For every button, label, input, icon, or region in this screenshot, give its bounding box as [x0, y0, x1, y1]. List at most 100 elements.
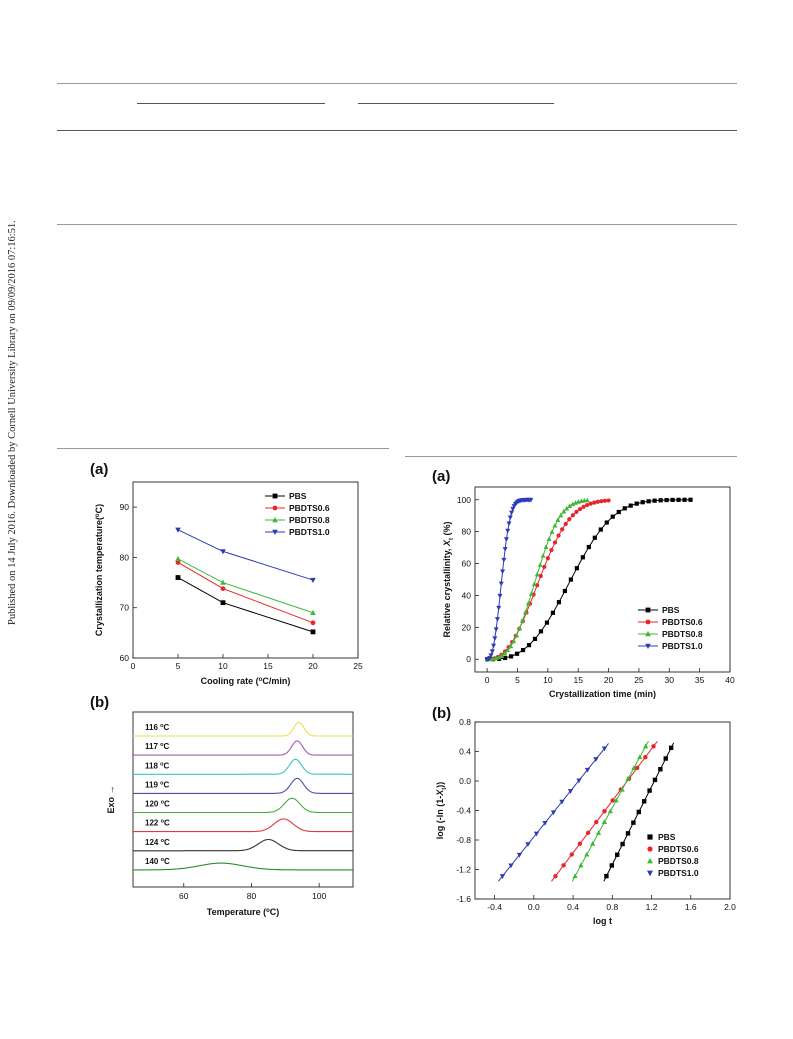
data-point: [505, 647, 511, 653]
data-point: [590, 840, 596, 846]
data-point: [546, 536, 552, 542]
data-point: [652, 498, 657, 503]
data-point: [574, 566, 579, 571]
y-tick-label: 0.0: [459, 776, 471, 786]
data-point: [584, 767, 591, 773]
y-tick-label: 80: [462, 527, 472, 537]
data-point: [538, 629, 544, 634]
x-tick-label: 10: [218, 661, 228, 671]
x-tick-label: 60: [179, 891, 189, 901]
y-tick-label: -0.4: [456, 806, 471, 816]
data-point: [491, 643, 497, 649]
legend-label: PBDTS0.8: [658, 856, 699, 866]
data-point: [494, 617, 500, 622]
data-point: [607, 808, 613, 814]
plot-frame: [474, 486, 731, 673]
dsc-curve: [133, 721, 353, 737]
data-point: [499, 653, 505, 658]
legend-marker: [272, 517, 278, 523]
data-point: [646, 499, 651, 504]
data-point: [502, 655, 508, 661]
data-point: [562, 588, 568, 594]
legend-marker: [647, 870, 653, 877]
series-line: [487, 499, 609, 660]
data-point: [572, 873, 578, 879]
table-subheader-rule-1: [137, 103, 325, 104]
series-line: [177, 562, 314, 624]
data-point: [584, 497, 590, 503]
data-point: [619, 786, 625, 792]
x-tick-label: 30: [665, 675, 675, 685]
data-point: [538, 573, 543, 579]
data-point: [220, 579, 226, 585]
y-tick-label: 40: [462, 590, 472, 600]
legend-marker: [272, 505, 278, 511]
x-axis-label: Crystallization time (min): [549, 689, 656, 699]
data-point: [549, 529, 555, 534]
data-point: [507, 515, 513, 521]
data-point: [586, 544, 591, 550]
data-point: [658, 498, 663, 503]
curve-label: 116 oC: [145, 723, 170, 732]
data-point: [592, 500, 597, 505]
data-point: [540, 553, 546, 558]
data-point: [528, 497, 534, 503]
y-tick-label: 90: [120, 502, 130, 512]
data-point: [651, 744, 656, 749]
cooling-rate-chart: (a) 0 5 10 15 20 25 60 70 80 90 Cooling rate (oC/mi…: [90, 461, 363, 686]
legend-label: PBDTS0.6: [658, 844, 699, 854]
dsc-thermogram-chart: (b) 60 80 100 Temperature (oC) Exo → 116 oC 117…: [90, 694, 354, 917]
data-point: [580, 555, 585, 560]
data-point: [175, 555, 181, 562]
data-point: [549, 547, 554, 553]
data-point: [641, 799, 647, 804]
data-point: [502, 547, 508, 552]
data-point: [622, 506, 627, 511]
data-point: [502, 650, 508, 656]
x-tick-label: 1.6: [685, 902, 697, 912]
curve-label: 118 oC: [145, 761, 170, 770]
x-tick-label: 0: [131, 661, 136, 671]
panel-label: (b): [432, 705, 451, 722]
data-point: [643, 754, 648, 760]
data-point: [577, 506, 583, 512]
legend-label: PBS: [658, 832, 676, 842]
x-tick-label: 1.2: [646, 902, 658, 912]
data-point: [550, 810, 557, 816]
y-tick-label: 70: [120, 603, 130, 613]
legend-label: PBS: [289, 491, 307, 501]
data-point: [602, 809, 607, 814]
x-tick-label: 5: [176, 661, 181, 671]
y-tick-label: -1.6: [456, 894, 471, 904]
relative-crystallinity-chart: (a) 0 5 10 15 20 25 30 35 40 0 20 40 60 80 100 Crystalli…: [432, 468, 735, 699]
data-point: [528, 591, 534, 596]
data-point: [535, 583, 540, 588]
data-point: [567, 503, 573, 509]
data-point: [595, 499, 600, 504]
data-point: [581, 504, 586, 509]
data-point: [497, 593, 503, 599]
data-point: [175, 527, 181, 533]
data-point: [570, 513, 575, 518]
data-point: [637, 754, 643, 760]
data-point: [561, 508, 567, 514]
x-tick-label: 40: [725, 675, 735, 685]
x-tick-label: 80: [247, 891, 257, 901]
y-tick-label: 60: [462, 559, 472, 569]
data-point: [636, 809, 641, 815]
data-point: [514, 651, 520, 656]
x-tick-label: 5: [515, 675, 520, 685]
data-point: [496, 654, 502, 660]
data-point: [537, 562, 543, 567]
x-tick-label: 100: [312, 891, 326, 901]
data-point: [598, 527, 603, 532]
data-point: [595, 830, 602, 835]
data-point: [516, 852, 523, 858]
data-point: [506, 521, 512, 527]
x-tick-label: -0.4: [487, 902, 502, 912]
y-axis-label: Relative crystallinity, Xt (%): [442, 522, 455, 638]
data-point: [620, 841, 625, 847]
legend-marker: [272, 529, 278, 535]
data-point: [601, 746, 608, 752]
data-point: [664, 497, 669, 503]
